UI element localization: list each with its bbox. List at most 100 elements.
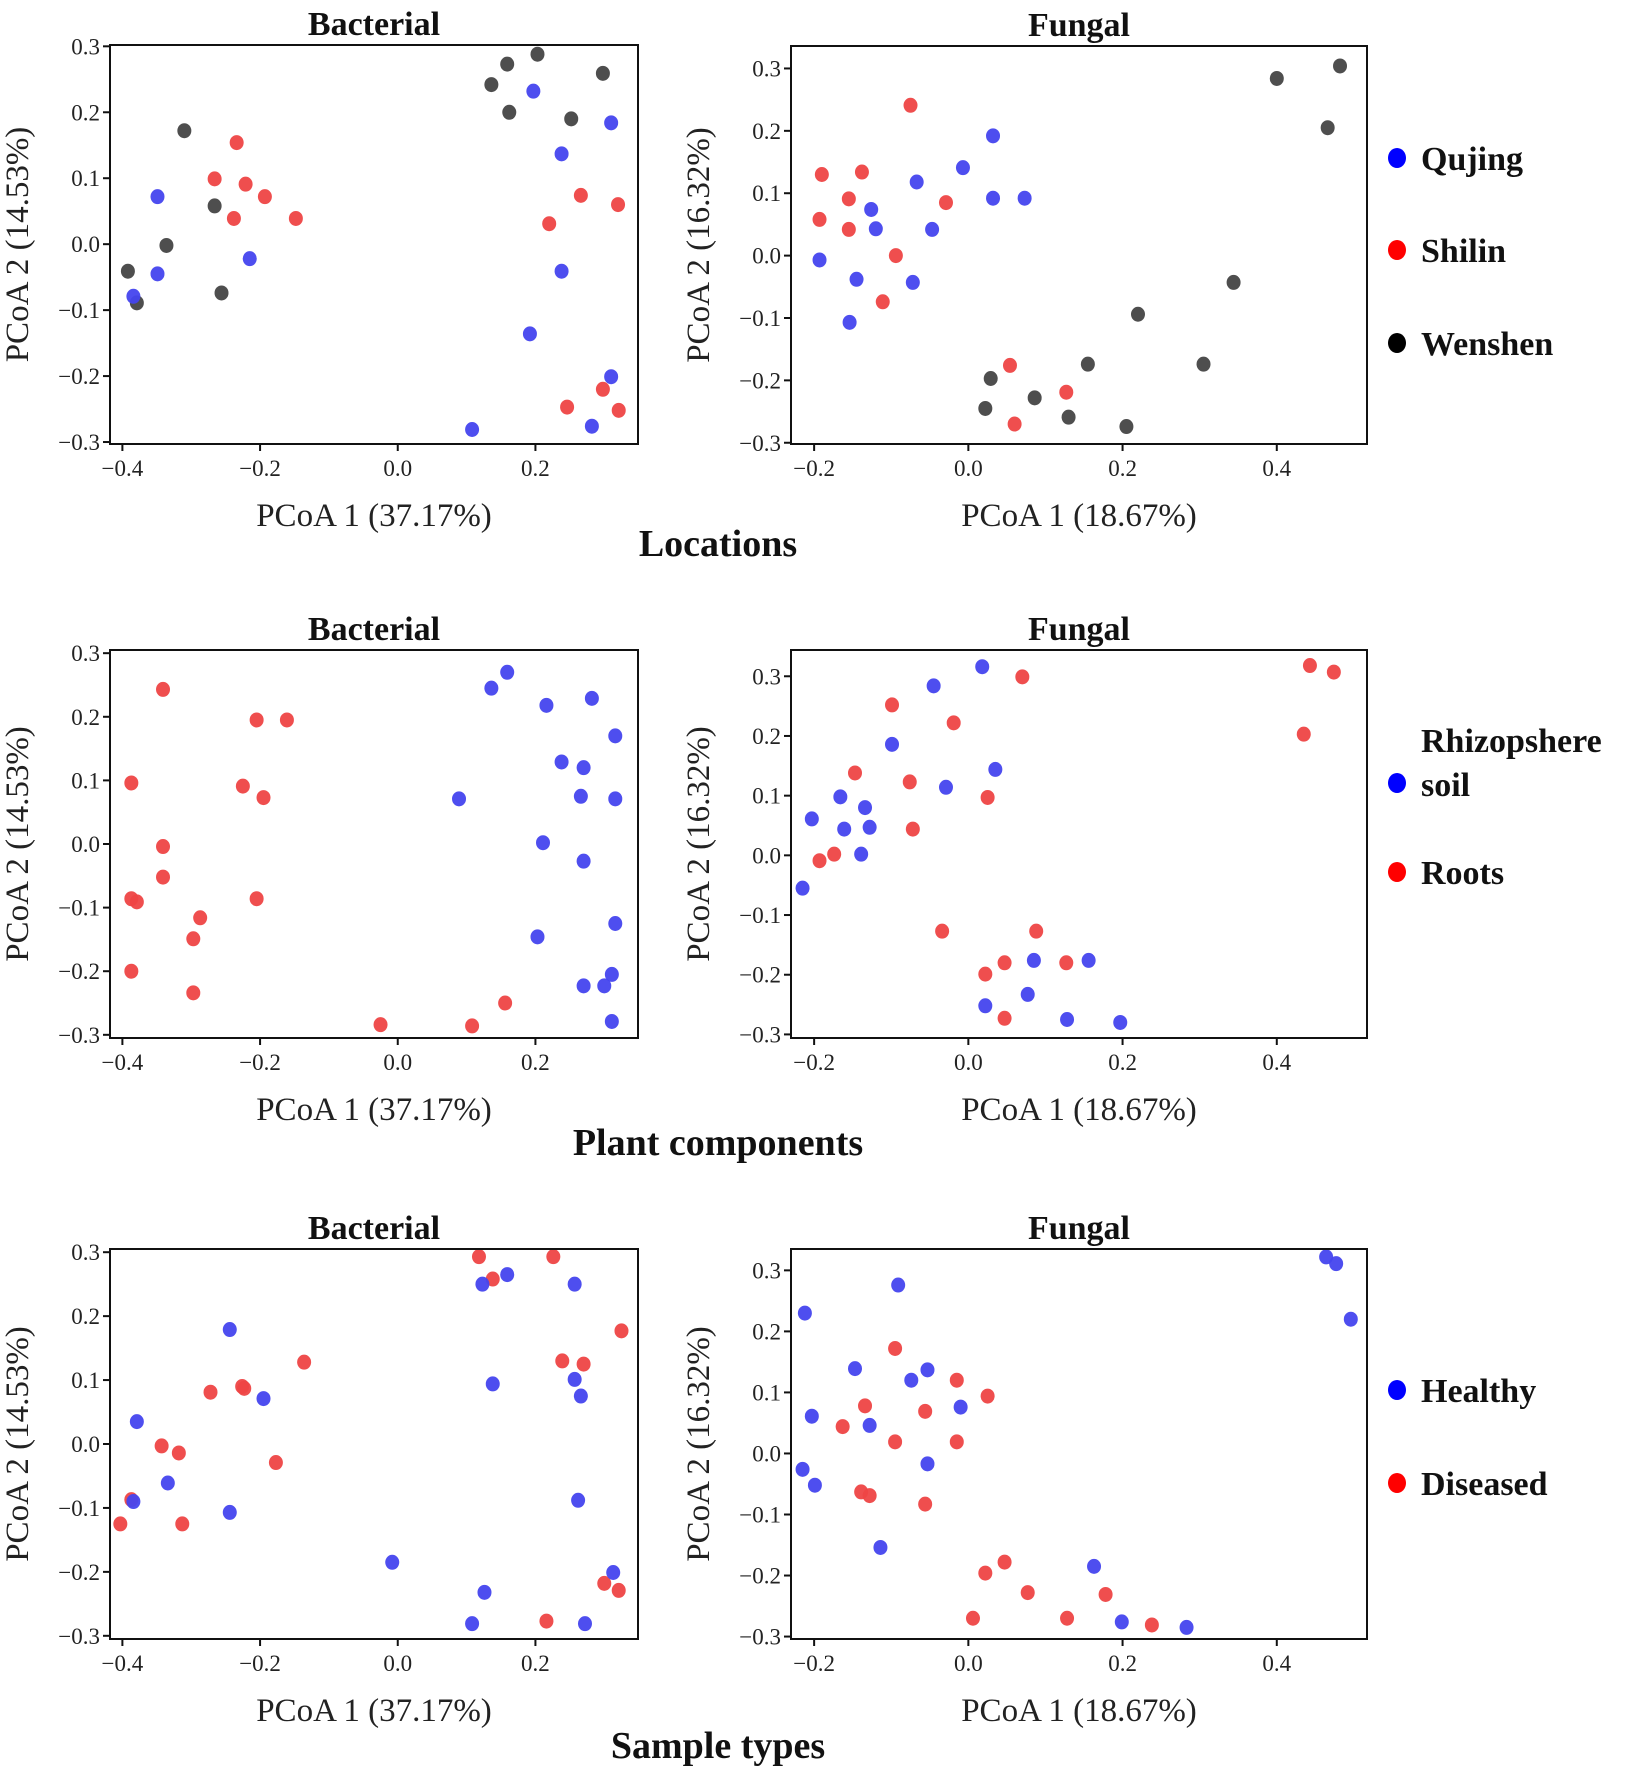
data-point — [807, 1477, 822, 1493]
series-wenshen — [120, 46, 610, 311]
series-diseased — [835, 1340, 1159, 1633]
data-point — [1098, 1586, 1113, 1602]
y-tick-label: 0.3 — [752, 664, 781, 689]
x-axis-label: PCoA 1 (18.67%) — [961, 1092, 1197, 1128]
data-point — [997, 1554, 1012, 1570]
data-point — [502, 104, 517, 120]
legend-marker — [1388, 333, 1406, 353]
data-point — [1196, 356, 1211, 372]
data-point — [938, 195, 953, 211]
data-point — [604, 115, 619, 131]
data-point — [560, 399, 575, 415]
data-point — [862, 1488, 877, 1504]
y-tick-label: 0.2 — [71, 705, 100, 730]
data-point — [1320, 120, 1335, 136]
y-tick-label: 0.3 — [71, 34, 100, 59]
legend-marker — [1388, 148, 1406, 168]
data-point — [965, 1610, 980, 1626]
y-tick-label: 0.3 — [752, 1258, 781, 1283]
data-point — [129, 894, 144, 910]
data-point — [465, 421, 480, 437]
data-point — [1081, 952, 1096, 968]
data-point — [193, 910, 208, 926]
data-point — [156, 839, 171, 855]
series-roots — [124, 681, 513, 1034]
y-axis-label: PCoA 2 (16.32%) — [681, 1326, 717, 1562]
panel-title: Locations — [639, 523, 797, 565]
data-point — [978, 966, 993, 982]
y-tick-label: −0.2 — [58, 1560, 100, 1585]
x-tick-label: 0.0 — [954, 456, 983, 481]
data-point — [154, 1438, 169, 1454]
data-point — [848, 1361, 862, 1377]
y-tick-label: −0.1 — [739, 903, 781, 928]
y-axis-label: PCoA 2 (14.53%) — [0, 726, 36, 962]
y-tick-label: −0.2 — [58, 364, 100, 389]
data-point — [955, 160, 970, 176]
data-point — [257, 189, 272, 205]
data-point — [530, 46, 545, 62]
data-point — [573, 1388, 588, 1404]
data-point — [222, 1504, 237, 1520]
y-tick-label: 0.1 — [752, 1380, 781, 1405]
data-point — [1020, 986, 1035, 1002]
legend-sample-types: Healthy Diseased — [1388, 1373, 1548, 1503]
data-point — [888, 1340, 903, 1356]
data-point — [795, 880, 810, 896]
data-point — [554, 754, 569, 770]
data-point — [841, 221, 856, 237]
plot-frame — [790, 649, 1368, 1039]
data-point — [1059, 384, 1074, 400]
data-point — [909, 174, 924, 190]
x-tick-label: −0.4 — [102, 456, 144, 481]
data-point — [918, 1403, 933, 1419]
y-tick-label: −0.1 — [739, 1502, 781, 1527]
data-point — [858, 1398, 873, 1414]
data-point — [159, 237, 174, 253]
plot-bacterial-1: Bacterial −0.4 −0.2 0.0 0.2 −0.3 −0.2 −0.1 0.0 0.… — [0, 611, 639, 1128]
data-point — [160, 1475, 175, 1491]
y-axis-label: PCoA 2 (14.53%) — [0, 1326, 36, 1562]
data-point — [256, 790, 271, 806]
series-wenshen — [978, 58, 1348, 435]
data-point — [854, 846, 869, 862]
data-point — [268, 1455, 283, 1471]
data-point — [214, 285, 229, 301]
x-tick-label: 0.4 — [1262, 1050, 1291, 1075]
data-point — [1015, 669, 1030, 685]
x-tick-label: 0.2 — [521, 456, 550, 481]
series-qujing — [126, 83, 619, 437]
data-point — [238, 176, 253, 192]
plot-bacterial-0: Bacterial −0.4 −0.2 0.0 0.2 −0.3 −0.2 −0.1 0.0 0.… — [0, 6, 639, 534]
data-point — [885, 736, 900, 752]
data-point — [611, 197, 626, 213]
y-tick-label: 0.0 — [752, 843, 781, 868]
legend-label: Rhizopshere soil — [1421, 723, 1602, 804]
y-tick-label: −0.2 — [739, 963, 781, 988]
data-point — [1002, 357, 1017, 373]
data-point — [1226, 274, 1241, 290]
data-point — [986, 128, 1001, 144]
y-axis-label: PCoA 2 (14.53%) — [0, 127, 36, 363]
data-point — [905, 274, 920, 290]
data-point — [997, 1010, 1012, 1026]
data-point — [546, 1249, 561, 1265]
x-tick-label: 0.4 — [1262, 456, 1291, 481]
data-point — [604, 966, 619, 982]
data-point — [500, 56, 515, 72]
series-diseased — [113, 1249, 629, 1629]
data-point — [485, 1376, 500, 1392]
y-tick-label: −0.3 — [58, 430, 100, 455]
y-tick-label: 0.1 — [752, 181, 781, 206]
plot-frame — [109, 44, 639, 445]
series-rhizopshere-soil — [795, 659, 1128, 1030]
legend-label: Wenshen — [1421, 326, 1553, 363]
data-point — [597, 978, 612, 994]
data-point — [584, 418, 599, 434]
data-point — [611, 402, 626, 418]
y-tick-label: −0.1 — [739, 306, 781, 331]
data-point — [249, 891, 264, 907]
x-tick-label: 0.4 — [1262, 1651, 1291, 1676]
x-axis-label: PCoA 1 (18.67%) — [961, 1693, 1197, 1729]
data-point — [171, 1445, 186, 1461]
